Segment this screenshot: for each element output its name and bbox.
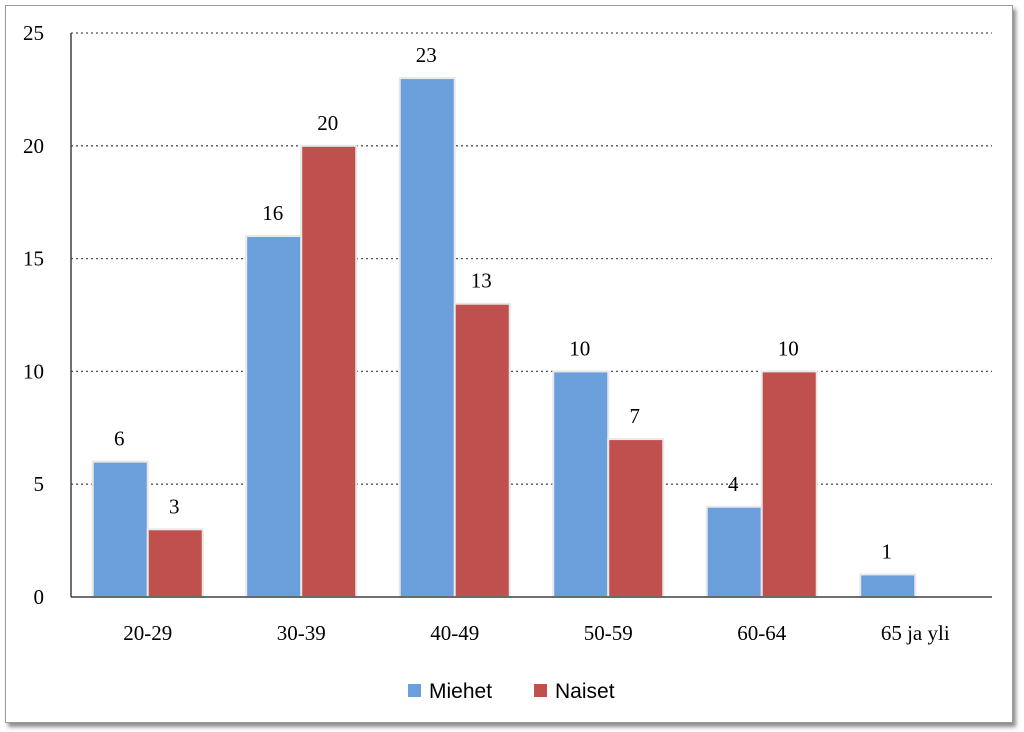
- bar-naiset-30-39: [300, 144, 358, 599]
- data-label: 10: [778, 336, 799, 360]
- data-label: 3: [169, 494, 180, 518]
- bars: [91, 77, 917, 599]
- bar-miehet-30-39: [245, 235, 303, 598]
- bar-naiset-20-29: [146, 528, 204, 599]
- x-tick-label: 60-64: [737, 621, 786, 645]
- bar-miehet-40-49: [398, 77, 456, 599]
- legend-label-miehet: Miehet: [429, 680, 492, 703]
- data-label: 10: [569, 336, 590, 360]
- x-tick-label: 20-29: [123, 621, 172, 645]
- data-label: 4: [728, 472, 739, 496]
- data-label: 7: [630, 404, 641, 428]
- x-tick-label: 30-39: [277, 621, 326, 645]
- bar-naiset-40-49: [453, 302, 511, 598]
- y-tick-label: 20: [23, 134, 44, 158]
- gridlines: [71, 32, 992, 485]
- y-tick-label: 25: [23, 21, 44, 45]
- legend-label-naiset: Naiset: [555, 680, 615, 703]
- y-axis-ticks: 0 5 10 15 20 25: [23, 21, 44, 609]
- data-label: 20: [317, 111, 338, 135]
- legend-swatch-miehet: [408, 684, 421, 697]
- data-label: 6: [114, 427, 125, 451]
- bar-miehet-50-59: [552, 370, 610, 598]
- bar-miehet-20-29: [91, 460, 149, 599]
- y-tick-label: 15: [23, 247, 44, 271]
- data-labels: 6 3 16 20 23 13 10 7 4 10 1: [114, 43, 892, 563]
- y-tick-label: 5: [34, 472, 45, 496]
- data-label: 16: [262, 201, 283, 225]
- bar-naiset-50-59: [607, 438, 665, 598]
- x-tick-label: 40-49: [430, 621, 479, 645]
- legend: Miehet Naiset: [408, 680, 615, 703]
- x-tick-label: 65 ja yli: [881, 621, 950, 645]
- data-label: 23: [416, 43, 437, 67]
- bar-naiset-60-64: [760, 370, 818, 598]
- x-axis-ticks: 20-29 30-39 40-49 50-59 60-64 65 ja yli: [123, 621, 950, 645]
- legend-swatch-naiset: [534, 684, 547, 697]
- bar-miehet-60-64: [705, 505, 763, 599]
- x-tick-label: 50-59: [584, 621, 633, 645]
- data-label: 1: [882, 539, 893, 563]
- y-tick-label: 10: [23, 359, 44, 383]
- data-label: 13: [471, 269, 492, 293]
- y-tick-label: 0: [34, 585, 45, 609]
- bar-miehet-65-ja-yli: [859, 573, 917, 599]
